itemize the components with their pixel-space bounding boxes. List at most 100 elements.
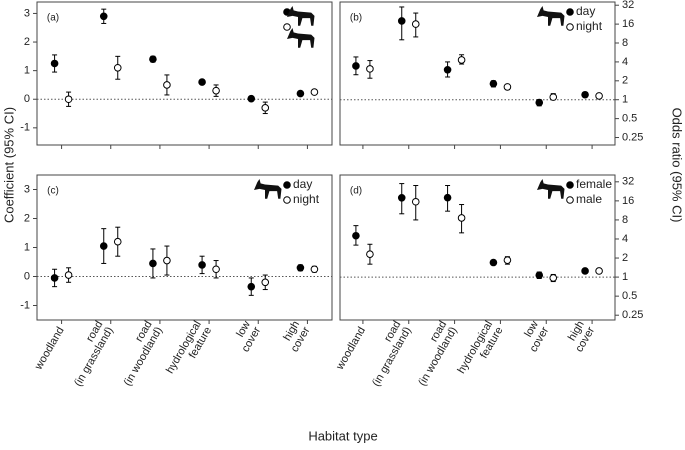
y-tick-label: 0 xyxy=(24,270,30,282)
y-tick-label: 32 xyxy=(622,176,634,188)
point xyxy=(549,93,558,101)
legend-marker xyxy=(566,8,574,16)
y-tick-label: 0.5 xyxy=(622,113,637,125)
point xyxy=(149,55,157,64)
point xyxy=(296,89,305,98)
panel-label: (b) xyxy=(350,13,362,24)
point xyxy=(503,256,512,264)
y-tick-label: 3 xyxy=(24,7,30,19)
point xyxy=(457,56,466,64)
legend-label: night xyxy=(576,19,603,33)
legend-label: day xyxy=(576,4,595,18)
point xyxy=(247,94,256,103)
point xyxy=(581,267,589,275)
legend-label: male xyxy=(576,192,602,206)
point xyxy=(457,214,466,222)
point xyxy=(411,20,420,28)
legend-label: day xyxy=(293,177,312,191)
point xyxy=(99,12,108,21)
point xyxy=(443,193,452,202)
point xyxy=(113,237,122,246)
point xyxy=(64,271,73,279)
panel-frame xyxy=(339,174,616,321)
animal-icon xyxy=(537,179,565,199)
animal-icon xyxy=(537,6,565,26)
y-tick-label: 32 xyxy=(622,0,634,11)
panel-frame xyxy=(36,1,333,146)
point xyxy=(247,282,256,291)
y-tick-label: 3 xyxy=(24,183,30,195)
point xyxy=(212,265,220,274)
point xyxy=(595,92,603,100)
point xyxy=(397,193,406,202)
animal-icon xyxy=(287,28,315,48)
y-tick-label: 2 xyxy=(622,252,628,264)
y-tick-label: 0.25 xyxy=(622,309,643,321)
point xyxy=(163,256,171,265)
legend-marker xyxy=(283,196,291,204)
panel-label: (c) xyxy=(47,186,59,197)
y-tick-label: 4 xyxy=(622,233,628,245)
x-tick-label: woodland xyxy=(32,325,66,373)
y-tick-label: 0.25 xyxy=(622,131,643,143)
point xyxy=(581,90,589,99)
y-tick-label: 16 xyxy=(622,18,634,30)
point xyxy=(310,88,319,96)
y-tick-label: 8 xyxy=(622,37,628,49)
y-tick-label: 0.5 xyxy=(622,290,637,302)
point xyxy=(489,258,498,267)
point xyxy=(163,81,171,89)
legend-label: night xyxy=(293,192,320,206)
point xyxy=(198,261,206,269)
point xyxy=(549,274,558,282)
point xyxy=(397,17,406,25)
point xyxy=(310,265,319,274)
legend-marker xyxy=(566,181,574,189)
point xyxy=(50,59,59,68)
point xyxy=(443,65,452,74)
point xyxy=(595,267,603,275)
y-tick-label: 1 xyxy=(24,241,30,253)
point xyxy=(489,79,498,88)
y-tick-label: 16 xyxy=(622,195,634,207)
legend-marker xyxy=(566,196,574,204)
point xyxy=(366,65,374,73)
y-tick-label: 1 xyxy=(622,271,628,283)
point xyxy=(535,271,544,280)
y-tick-label: -1 xyxy=(20,122,30,134)
point xyxy=(352,231,360,240)
y-tick-label: 8 xyxy=(622,214,628,226)
y-tick-label: 2 xyxy=(24,36,30,48)
y2-axis-title: Odds ratio (95% CI) xyxy=(670,108,685,223)
point xyxy=(366,250,374,258)
point xyxy=(50,274,59,282)
legend-marker xyxy=(566,23,574,31)
animal-icon xyxy=(287,6,315,26)
point xyxy=(149,259,157,268)
point xyxy=(352,62,360,70)
animal-icon xyxy=(254,179,282,199)
point xyxy=(64,95,73,104)
panel-frame xyxy=(339,1,616,146)
legend-marker xyxy=(283,23,291,31)
point xyxy=(261,104,270,112)
point xyxy=(212,86,220,95)
panel-label: (d) xyxy=(350,186,362,197)
point xyxy=(113,63,122,72)
y-tick-label: 0 xyxy=(24,93,30,105)
point xyxy=(411,197,420,206)
legend-marker xyxy=(283,181,291,189)
point xyxy=(198,78,206,86)
legend-label: female xyxy=(576,177,612,191)
x-tick-label: woodland xyxy=(334,325,368,373)
y-tick-label: -1 xyxy=(20,299,30,311)
point xyxy=(296,264,305,272)
point xyxy=(535,98,544,107)
x-axis-title: Habitat type xyxy=(308,428,377,443)
y-tick-label: 2 xyxy=(24,212,30,224)
y-tick-label: 2 xyxy=(622,75,628,87)
point xyxy=(503,83,512,91)
y-tick-label: 1 xyxy=(24,65,30,77)
y-axis-title: Coefficient (95% CI) xyxy=(1,107,16,223)
